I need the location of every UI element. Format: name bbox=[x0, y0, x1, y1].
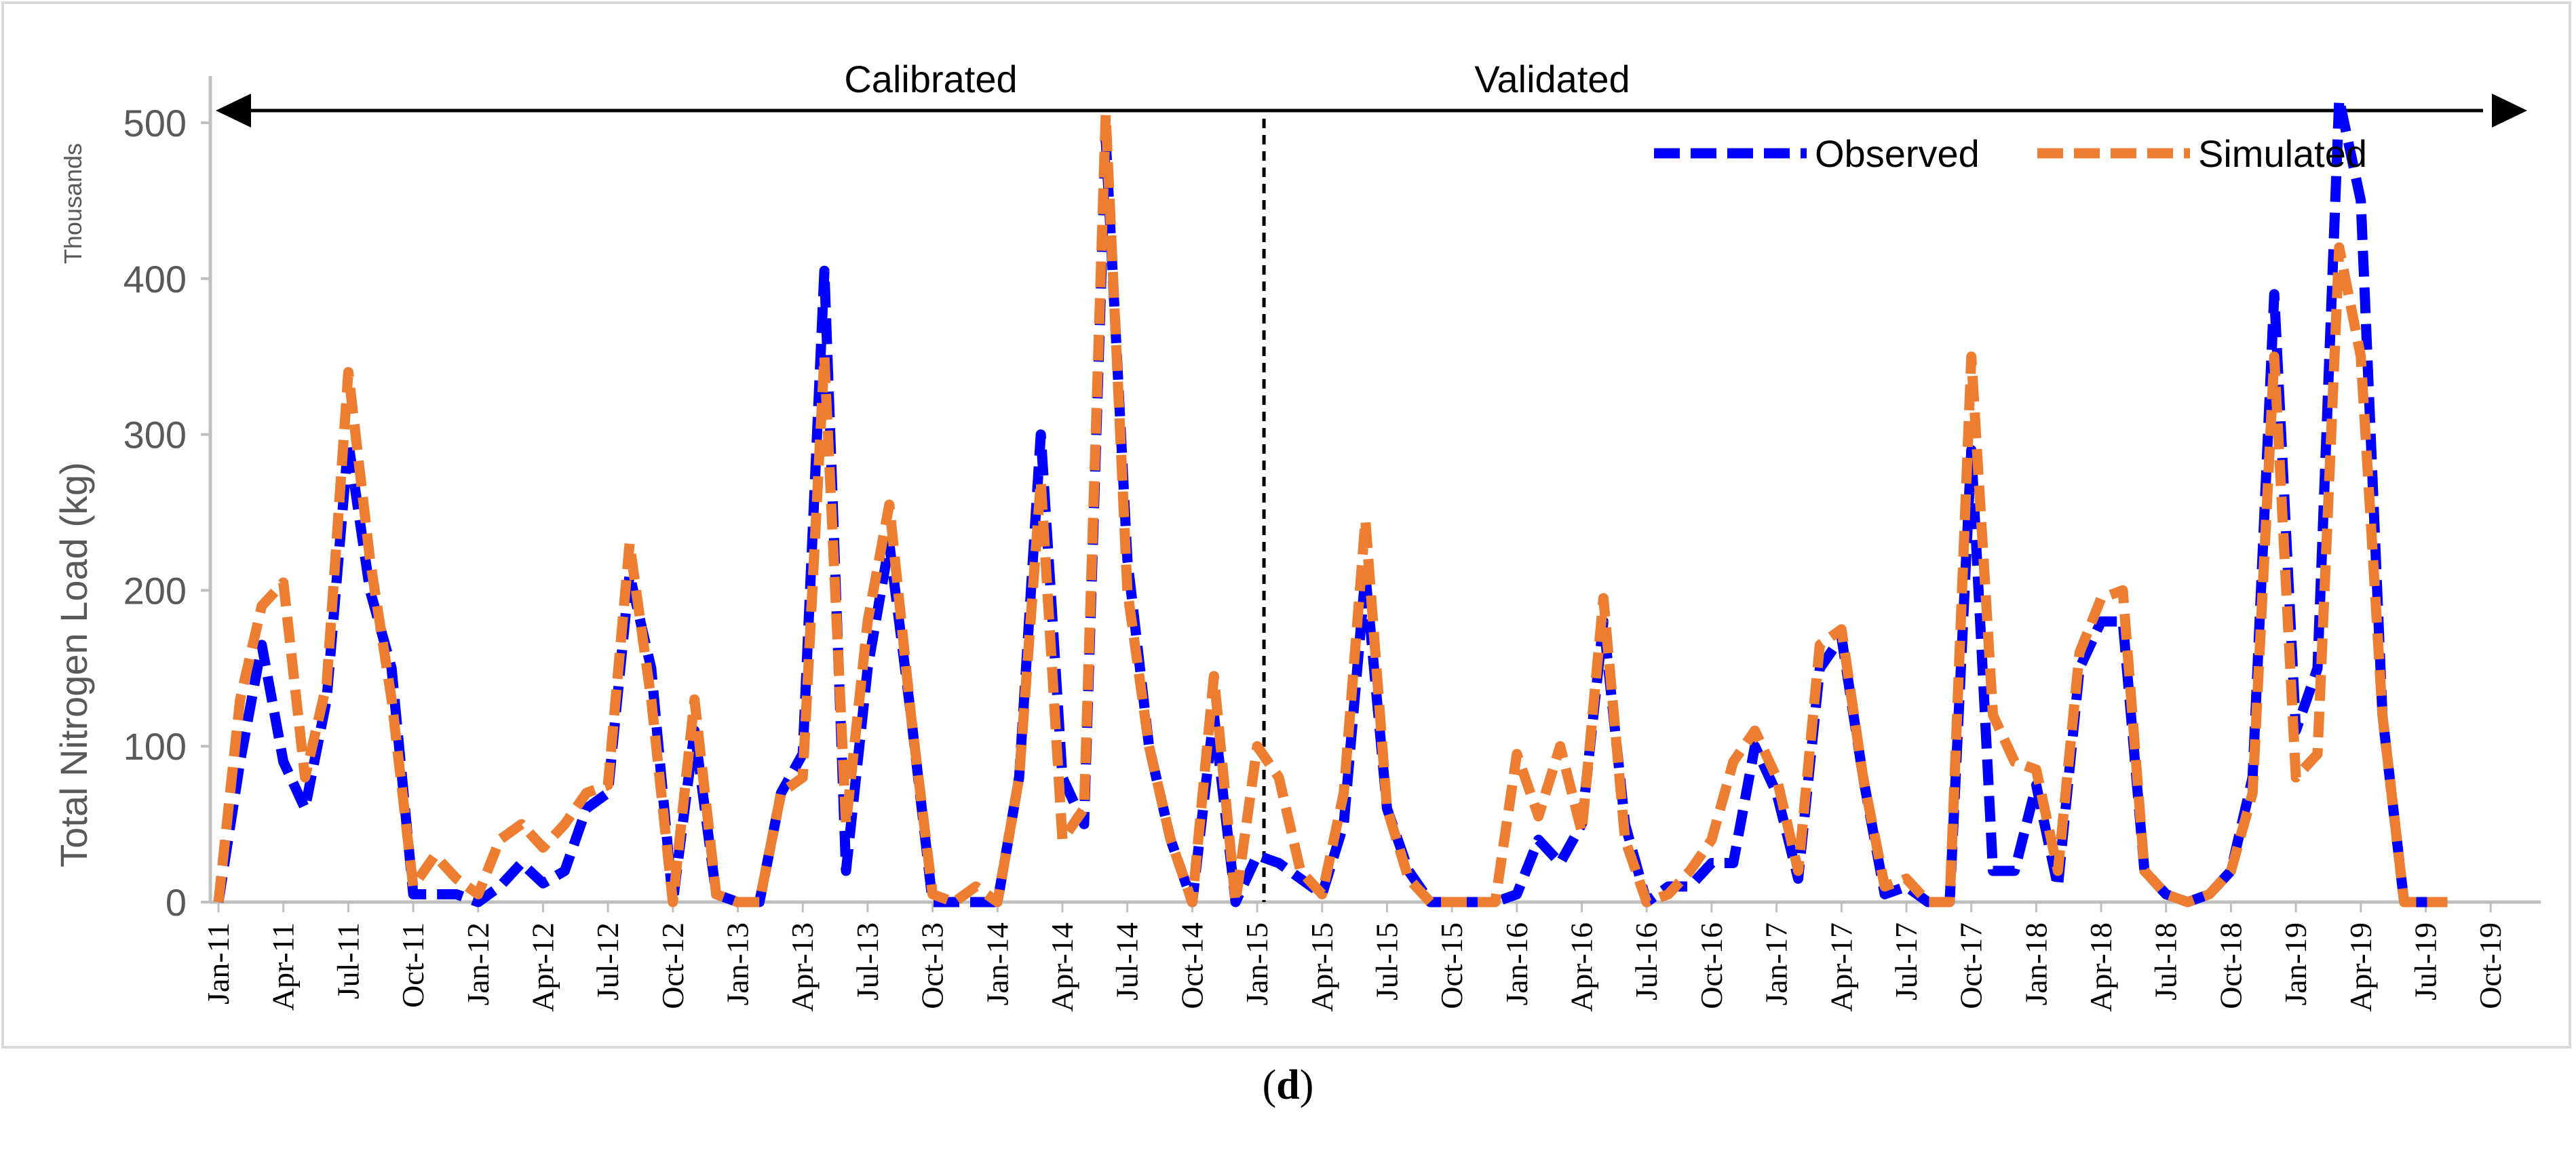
x-tick-label: Jan-18 bbox=[2018, 922, 2053, 1006]
x-tick-label: Apr-17 bbox=[1824, 922, 1858, 1012]
legend-label-simulated: Simulated bbox=[2198, 132, 2367, 175]
legend-label-observed: Observed bbox=[1815, 132, 1980, 175]
x-tick-label: Apr-15 bbox=[1305, 922, 1339, 1012]
x-tick-label: Jul-11 bbox=[330, 922, 365, 999]
y-tick-label: 400 bbox=[123, 258, 187, 300]
x-tick-label: Apr-14 bbox=[1045, 922, 1079, 1012]
x-tick-label: Oct-12 bbox=[655, 922, 690, 1009]
x-tick-label: Oct-18 bbox=[2213, 922, 2248, 1009]
panel-label: (d) bbox=[1262, 1062, 1314, 1108]
legend: Observed Simulated bbox=[1654, 132, 2367, 175]
series-points-simulated bbox=[218, 115, 2448, 903]
series-group bbox=[213, 94, 2448, 908]
x-tick-label: Apr-13 bbox=[785, 922, 820, 1012]
y-axis-unit: Thousands bbox=[59, 143, 87, 264]
period-arrow bbox=[216, 94, 2527, 128]
x-tick-label: Jan-11 bbox=[201, 922, 235, 1004]
x-tick-label: Oct-16 bbox=[1694, 922, 1729, 1009]
y-tick-label: 0 bbox=[166, 881, 187, 924]
y-tick-label: 100 bbox=[123, 725, 187, 768]
x-tick-label: Apr-12 bbox=[525, 922, 560, 1012]
x-tick-label: Oct-13 bbox=[915, 922, 950, 1009]
x-tick-label: Jan-17 bbox=[1759, 922, 1794, 1006]
x-tick-label: Jan-14 bbox=[980, 922, 1014, 1006]
series-line-simulated bbox=[213, 110, 2448, 908]
chart-frame bbox=[1, 1, 2571, 1049]
x-tick-label: Oct-14 bbox=[1174, 922, 1209, 1009]
period-arrow-head-right bbox=[2492, 94, 2527, 128]
x-tick-label: Jul-17 bbox=[1889, 922, 1923, 1000]
y-axis-ticks: 0 100 200 300 400 500 bbox=[123, 102, 210, 924]
x-tick-label: Jul-14 bbox=[1110, 922, 1145, 1000]
x-tick-label: Jul-16 bbox=[1629, 922, 1664, 1000]
x-tick-label: Jul-18 bbox=[2149, 922, 2183, 1000]
x-axis-ticks: Jan-11 Apr-11 Jul-11 Oct-11 Jan-12 Apr-12 Jul-… bbox=[201, 902, 2507, 1012]
y-axis-title: Total Nitrogen Load (kg) bbox=[52, 462, 95, 867]
x-tick-label: Oct-17 bbox=[1954, 922, 1988, 1009]
x-tick-label: Jul-12 bbox=[590, 922, 625, 1000]
calibrated-label: Calibrated bbox=[844, 58, 1017, 100]
x-tick-label: Apr-11 bbox=[266, 922, 301, 1011]
x-tick-label: Apr-19 bbox=[2343, 922, 2378, 1012]
y-tick-label: 300 bbox=[123, 414, 187, 456]
x-tick-label: Oct-11 bbox=[396, 922, 430, 1008]
y-tick-label: 500 bbox=[123, 102, 187, 144]
x-tick-label: Jul-19 bbox=[2408, 922, 2443, 1000]
x-tick-label: Jan-12 bbox=[461, 922, 495, 1006]
x-tick-label: Oct-15 bbox=[1434, 922, 1469, 1009]
x-tick-label: Oct-19 bbox=[2473, 922, 2507, 1009]
validated-label: Validated bbox=[1474, 58, 1630, 100]
x-tick-label: Jul-13 bbox=[850, 922, 885, 1000]
x-tick-label: Jan-16 bbox=[1499, 922, 1534, 1006]
x-tick-label: Jan-13 bbox=[720, 922, 755, 1006]
x-tick-label: Jul-15 bbox=[1369, 922, 1404, 1000]
x-tick-label: Jan-19 bbox=[2278, 922, 2313, 1006]
x-tick-label: Jan-15 bbox=[1239, 922, 1274, 1006]
series-points-observed bbox=[218, 99, 2448, 903]
x-tick-label: Apr-16 bbox=[1564, 922, 1599, 1012]
period-arrow-head-left bbox=[216, 94, 251, 128]
y-tick-label: 200 bbox=[123, 569, 187, 612]
x-tick-label: Apr-18 bbox=[2083, 922, 2118, 1012]
series-line-observed bbox=[213, 94, 2448, 908]
